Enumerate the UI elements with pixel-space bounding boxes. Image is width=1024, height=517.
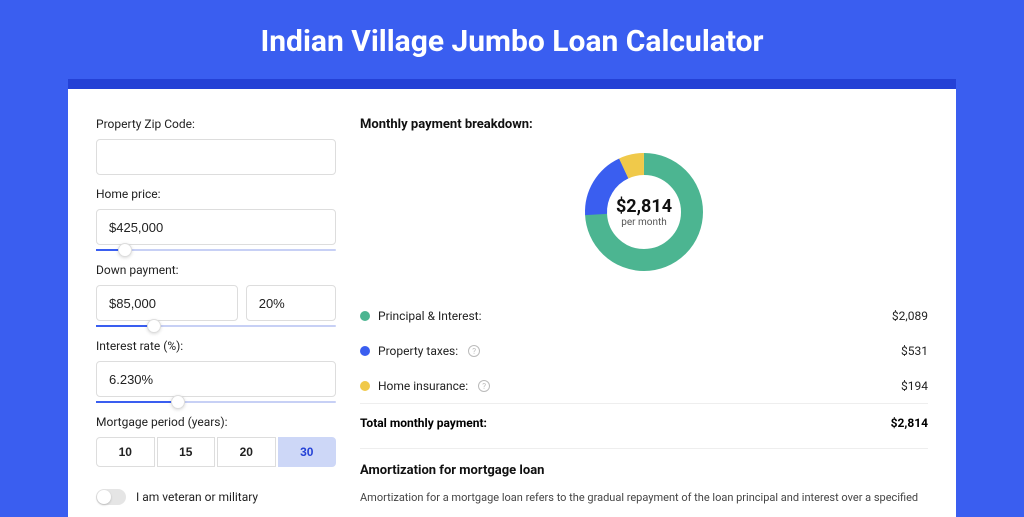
down-payment-label: Down payment: [96, 263, 336, 277]
interest-rate-input[interactable] [96, 361, 336, 397]
mortgage-period-label: Mortgage period (years): [96, 415, 336, 429]
mortgage-period-group: 10 15 20 30 [96, 437, 336, 467]
home-price-slider-thumb[interactable] [118, 243, 132, 257]
home-price-slider[interactable] [96, 249, 336, 251]
page-title: Indian Village Jumbo Loan Calculator [0, 0, 1024, 79]
period-option-15[interactable]: 15 [157, 437, 216, 467]
veteran-toggle[interactable] [96, 489, 126, 505]
total-row: Total monthly payment: $2,814 [360, 403, 928, 438]
down-payment-slider[interactable] [96, 325, 336, 327]
zip-label: Property Zip Code: [96, 117, 336, 131]
donut-chart-wrap: $2,814 per month [360, 144, 928, 290]
down-payment-slider-thumb[interactable] [147, 319, 161, 333]
card-accent-wrap: Property Zip Code: Home price: Down paym… [68, 79, 956, 517]
legend-amount-taxes: $531 [901, 344, 928, 358]
amortization-desc: Amortization for a mortgage loan refers … [360, 490, 928, 507]
home-price-input[interactable] [96, 209, 336, 245]
total-label: Total monthly payment: [360, 416, 487, 430]
down-payment-pct-input[interactable] [246, 285, 336, 321]
info-icon[interactable]: ? [478, 380, 490, 392]
legend-dot-insurance [360, 381, 370, 391]
interest-rate-label: Interest rate (%): [96, 339, 336, 353]
veteran-toggle-label: I am veteran or military [136, 490, 258, 504]
legend-dot-taxes [360, 346, 370, 356]
down-payment-input[interactable] [96, 285, 238, 321]
legend-dot-principal [360, 311, 370, 321]
legend-label-principal: Principal & Interest: [378, 309, 482, 323]
legend-row-taxes: Property taxes: ? $531 [360, 333, 928, 368]
interest-rate-slider[interactable] [96, 401, 336, 403]
veteran-toggle-row: I am veteran or military [96, 489, 336, 505]
breakdown-column: Monthly payment breakdown: $2,814 per mo… [360, 117, 928, 507]
total-amount: $2,814 [891, 416, 928, 430]
legend-row-principal: Principal & Interest: $2,089 [360, 298, 928, 333]
down-payment-slider-fill [96, 325, 154, 327]
legend-list: Principal & Interest: $2,089 Property ta… [360, 298, 928, 438]
donut-center-value: $2,814 [616, 196, 672, 217]
interest-rate-slider-thumb[interactable] [171, 395, 185, 409]
legend-amount-insurance: $194 [901, 379, 928, 393]
donut-center: $2,814 per month [580, 148, 708, 276]
calculator-card: Property Zip Code: Home price: Down paym… [68, 89, 956, 517]
period-option-20[interactable]: 20 [217, 437, 276, 467]
veteran-toggle-knob [97, 490, 111, 504]
info-icon[interactable]: ? [468, 345, 480, 357]
interest-rate-slider-fill [96, 401, 178, 403]
legend-amount-principal: $2,089 [892, 309, 928, 323]
legend-label-taxes: Property taxes: [378, 344, 458, 358]
amortization-section: Amortization for mortgage loan Amortizat… [360, 448, 928, 507]
legend-row-insurance: Home insurance: ? $194 [360, 368, 928, 403]
period-option-30[interactable]: 30 [278, 437, 337, 467]
amortization-heading: Amortization for mortgage loan [360, 463, 928, 478]
legend-label-insurance: Home insurance: [378, 379, 468, 393]
donut-chart: $2,814 per month [580, 148, 708, 276]
period-option-10[interactable]: 10 [96, 437, 155, 467]
input-form-column: Property Zip Code: Home price: Down paym… [96, 117, 336, 507]
donut-center-sub: per month [621, 217, 667, 228]
zip-input[interactable] [96, 139, 336, 175]
breakdown-heading: Monthly payment breakdown: [360, 117, 928, 132]
home-price-label: Home price: [96, 187, 336, 201]
